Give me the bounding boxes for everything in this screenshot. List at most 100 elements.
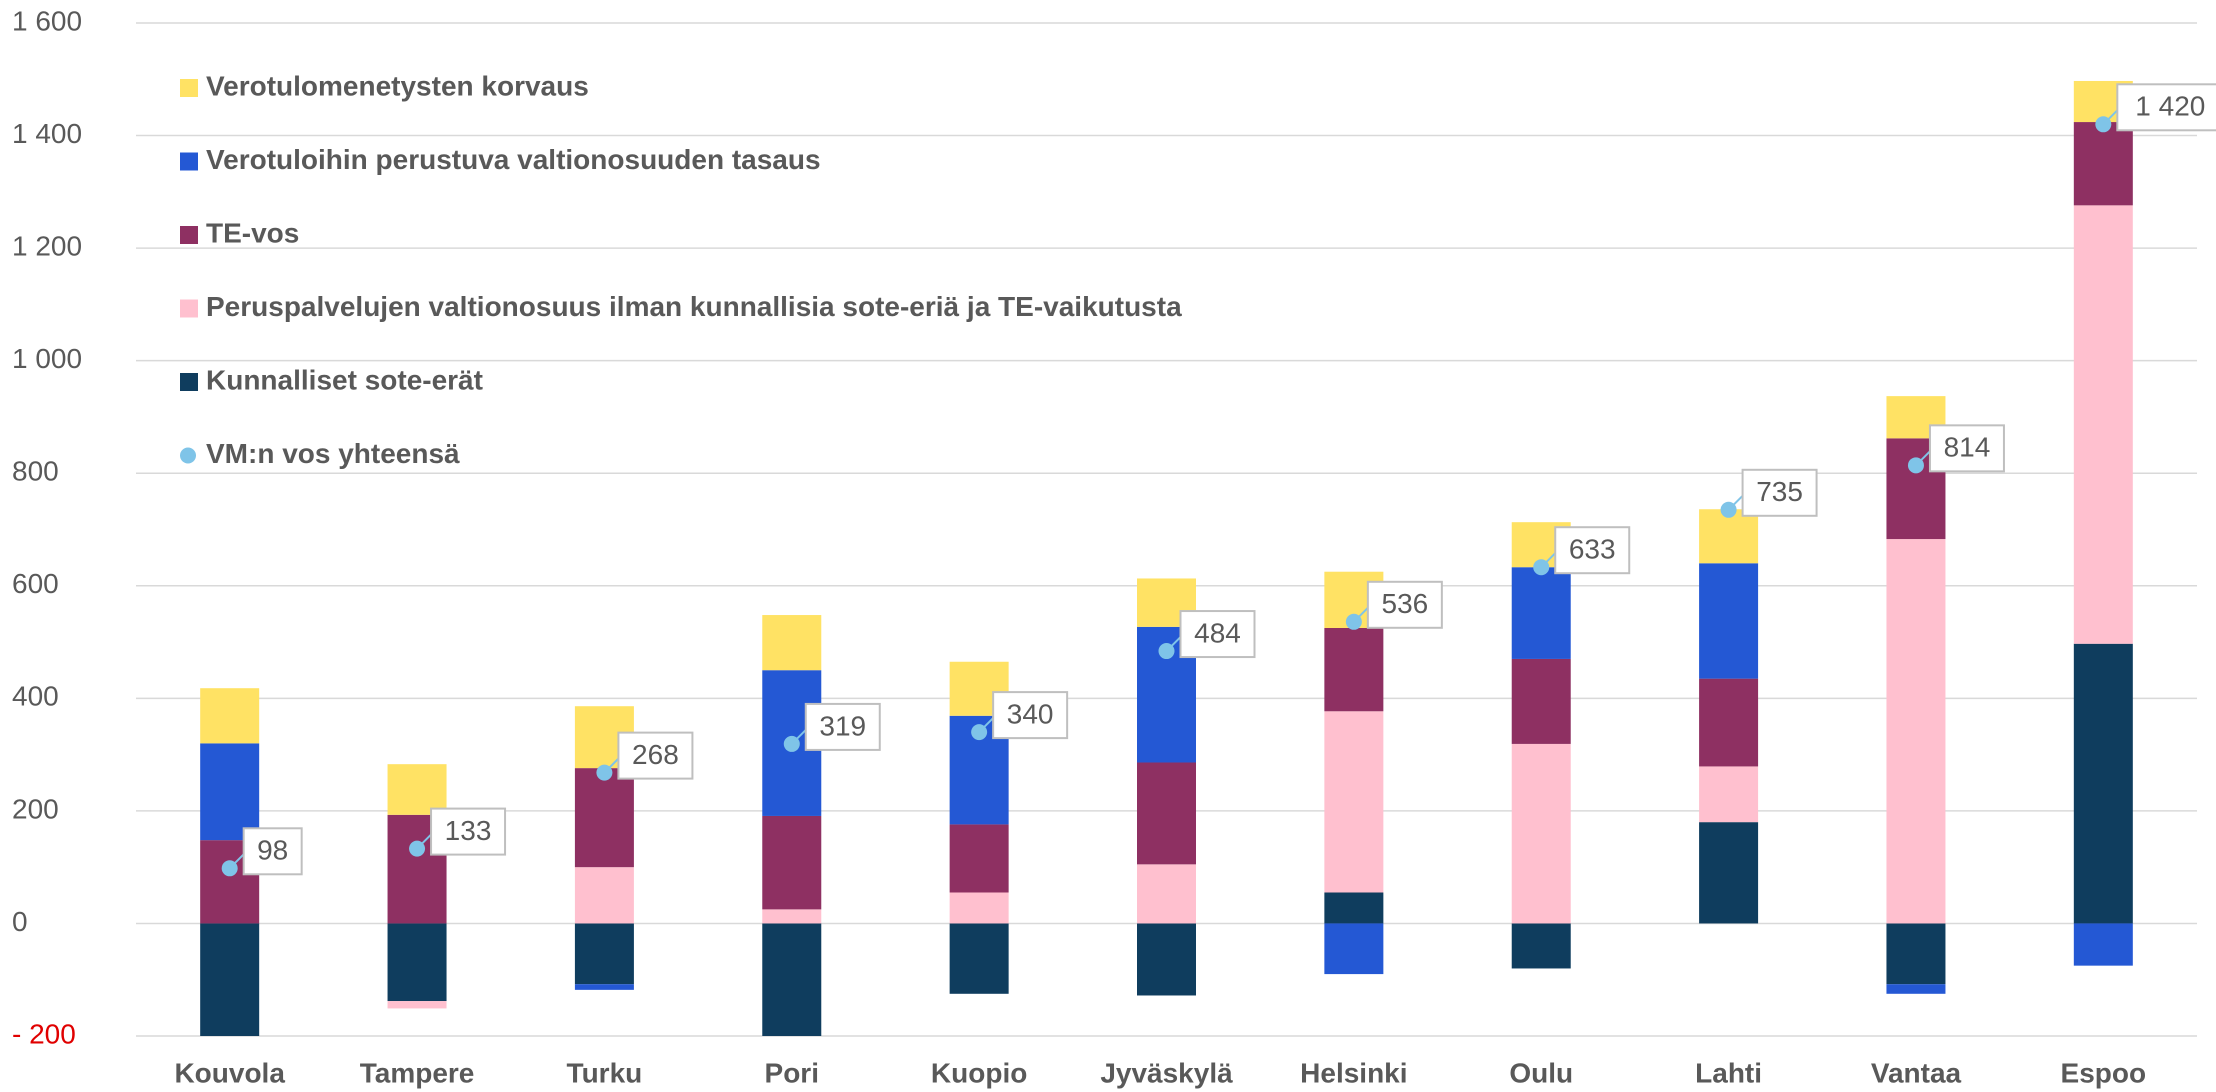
bar-segment	[1511, 923, 1571, 969]
total-dot	[2095, 116, 2112, 133]
bar-segment	[762, 909, 822, 924]
bar-segment	[1699, 678, 1759, 767]
bar-segment	[200, 743, 260, 841]
bars	[200, 80, 2133, 1036]
bar-segment	[1324, 923, 1384, 975]
y-tick-label: - 200	[12, 1018, 76, 1049]
x-tick-label: Kouvola	[174, 1057, 285, 1088]
bar-segment	[387, 764, 447, 815]
legend-label: TE-vos	[206, 217, 299, 248]
bar-segment	[1699, 822, 1759, 924]
bar-segment	[1699, 563, 1759, 679]
bar-segment	[762, 615, 822, 671]
y-tick-label: 200	[12, 793, 59, 824]
bar-segment	[1886, 984, 1946, 994]
data-label: 536	[1382, 588, 1429, 619]
total-dot	[783, 735, 800, 752]
bar-segment	[574, 923, 634, 985]
x-tick-label: Tampere	[360, 1057, 475, 1088]
legend-label: Verotulomenetysten korvaus	[206, 70, 589, 101]
y-tick-label: 0	[12, 906, 28, 937]
legend-label: VM:n vos yhteensä	[206, 438, 460, 469]
bar-segment	[949, 923, 1009, 994]
bar-segment	[1324, 892, 1384, 924]
data-label-box	[1366, 580, 1443, 629]
legend-swatch	[180, 152, 198, 171]
bar-segment	[1137, 864, 1196, 924]
x-tick-label: Oulu	[1509, 1057, 1573, 1088]
data-label: 633	[1569, 534, 1616, 565]
legend-label: Peruspalvelujen valtionosuus ilman kunna…	[206, 291, 1182, 322]
data-label: 484	[1194, 617, 1241, 648]
data-label-box	[1554, 526, 1631, 575]
total-dot	[409, 840, 426, 857]
total-dot	[1345, 613, 1362, 630]
y-tick-label: 1 200	[12, 231, 82, 262]
total-dot	[1720, 501, 1737, 518]
x-tick-label: Helsinki	[1300, 1057, 1407, 1088]
y-tick-label: 800	[12, 456, 59, 487]
x-tick-label: Vantaa	[1871, 1057, 1962, 1088]
bar-segment	[2073, 923, 2133, 966]
data-label-box	[1741, 468, 1818, 517]
data-label-box	[242, 827, 303, 876]
bar-segment	[1886, 539, 1946, 924]
data-label-box	[1928, 424, 2005, 473]
bar-segment	[1886, 923, 1946, 985]
bar-segment	[1324, 627, 1384, 712]
bar-segment	[200, 688, 260, 744]
bar-segment	[387, 1001, 447, 1009]
bar-segment	[762, 923, 822, 1036]
bar-segment	[2073, 643, 2133, 924]
data-label-box	[992, 691, 1069, 740]
bar-segment	[2073, 122, 2133, 206]
bar-segment	[949, 824, 1009, 893]
x-tick-label: Kuopio	[931, 1057, 1027, 1088]
bar-segment	[1511, 658, 1571, 744]
bar-segment	[574, 867, 634, 924]
y-tick-label: 1 600	[12, 5, 82, 36]
bar-segment	[949, 892, 1009, 924]
bar-segment	[1699, 509, 1759, 564]
x-tick-label: Jyväskylä	[1100, 1057, 1233, 1088]
data-label: 1 420	[2135, 91, 2205, 122]
x-tick-label: Lahti	[1695, 1057, 1762, 1088]
data-label: 735	[1756, 476, 1803, 507]
y-tick-label: 600	[12, 568, 59, 599]
legend-swatch	[180, 226, 198, 244]
y-tick-label: 400	[12, 681, 59, 712]
data-label-box	[2116, 83, 2216, 132]
total-dot	[221, 860, 238, 877]
x-tick-label: Turku	[567, 1057, 643, 1088]
data-label: 133	[445, 815, 492, 846]
bar-segment	[1137, 923, 1196, 996]
legend-swatch	[180, 447, 196, 464]
bar-segment	[574, 768, 634, 868]
data-label: 319	[819, 710, 866, 741]
bar-segment	[574, 984, 634, 990]
data-label-box	[617, 731, 694, 780]
bar-segment	[387, 923, 447, 1002]
data-label-box	[1179, 610, 1256, 659]
data-label-box	[430, 807, 507, 856]
bar-segment	[1324, 711, 1384, 893]
data-label: 814	[1944, 432, 1991, 463]
overlay: Kouvola Tampere Turku Pori Kuopio Jyväskylä He…	[174, 70, 2216, 1088]
data-label-box	[804, 702, 881, 751]
data-label: 268	[632, 739, 679, 770]
total-dot	[971, 724, 988, 741]
legend-label: Verotuloihin perustuva valtionosuuden ta…	[206, 144, 821, 175]
bar-segment	[2073, 205, 2133, 644]
bar-segment	[1699, 766, 1759, 823]
legend-swatch	[180, 299, 198, 318]
legend-label: Kunnalliset sote-erät	[206, 364, 483, 395]
x-tick-label: Pori	[765, 1057, 819, 1088]
bar-segment	[200, 923, 260, 1036]
data-label: 98	[257, 835, 288, 866]
total-dot	[1158, 643, 1175, 660]
y-tick-label: 1 400	[12, 118, 82, 149]
x-tick-label: Espoo	[2061, 1057, 2147, 1088]
bar-segment	[1511, 743, 1571, 924]
total-dot	[1907, 457, 1924, 474]
